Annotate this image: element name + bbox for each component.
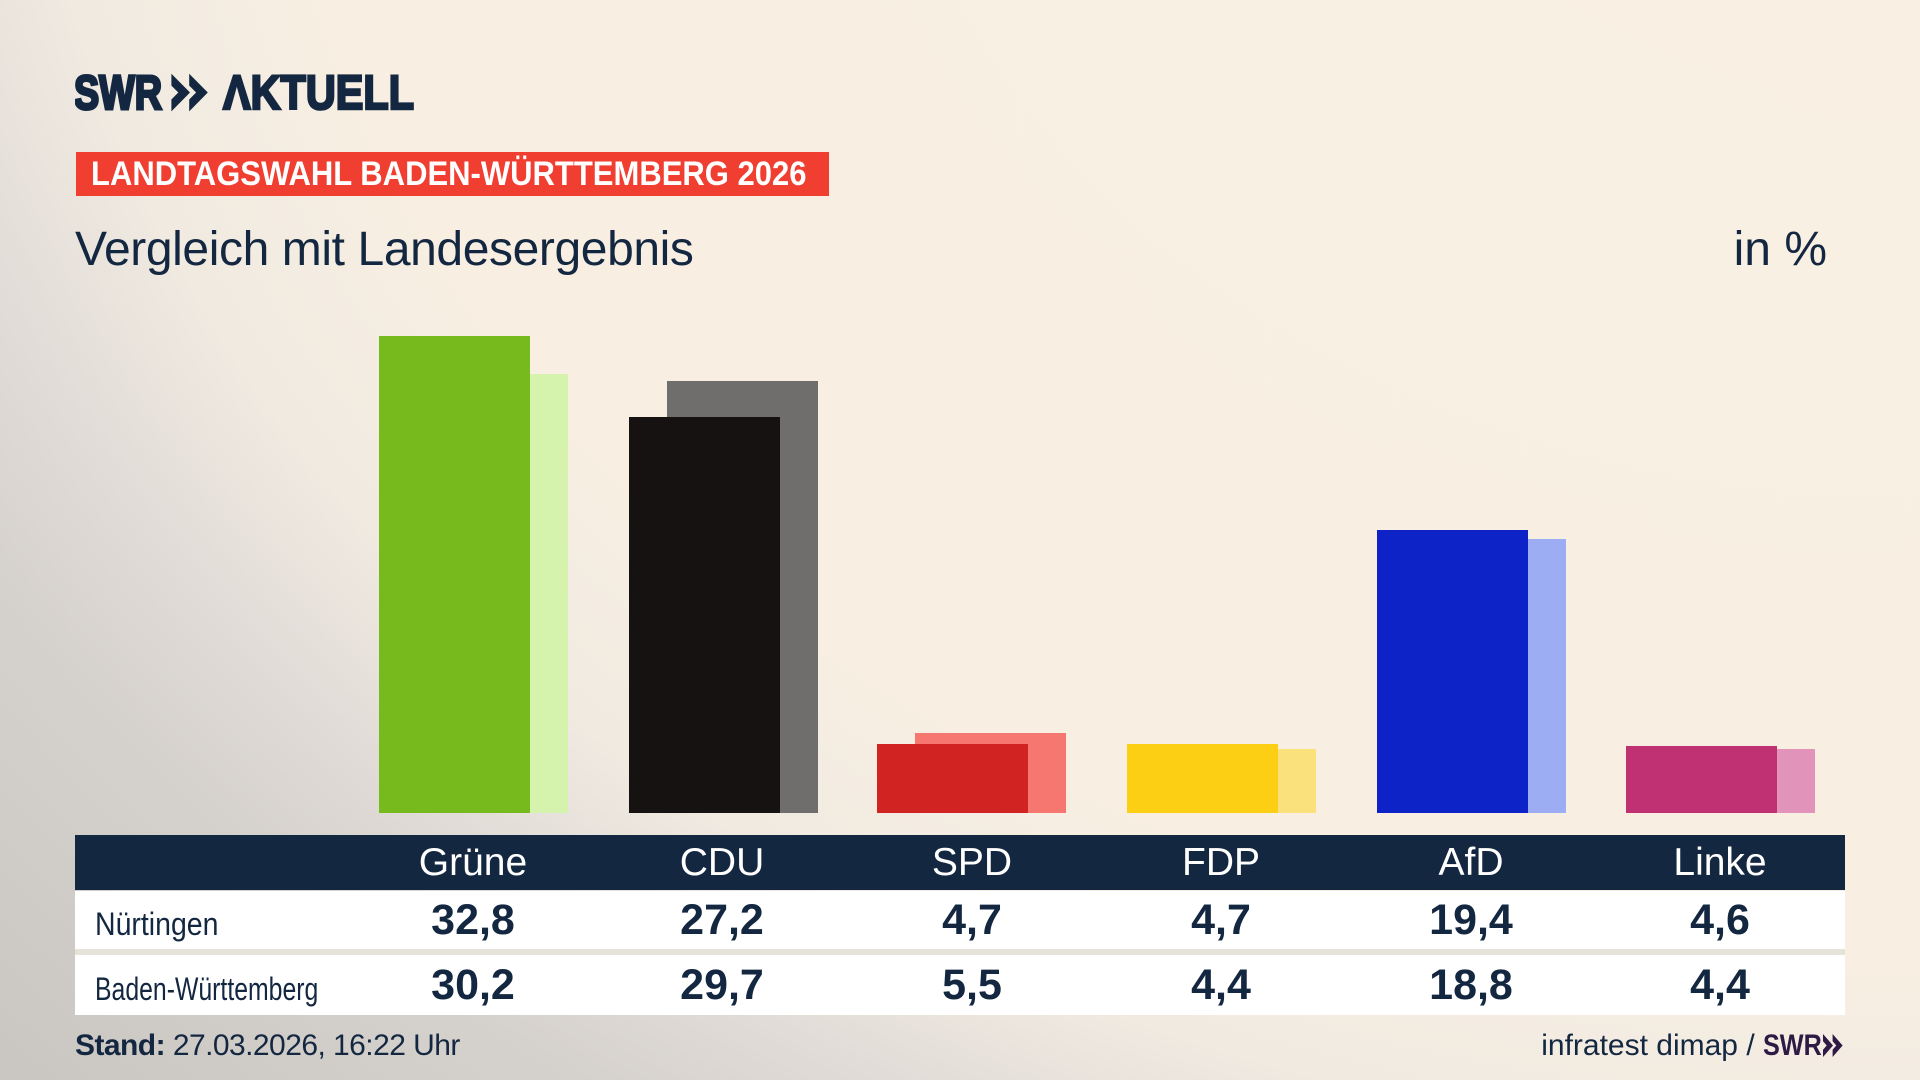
svg-text:SWR: SWR	[75, 67, 162, 117]
svg-text:ΛKTUELL: ΛKTUELL	[223, 67, 414, 117]
